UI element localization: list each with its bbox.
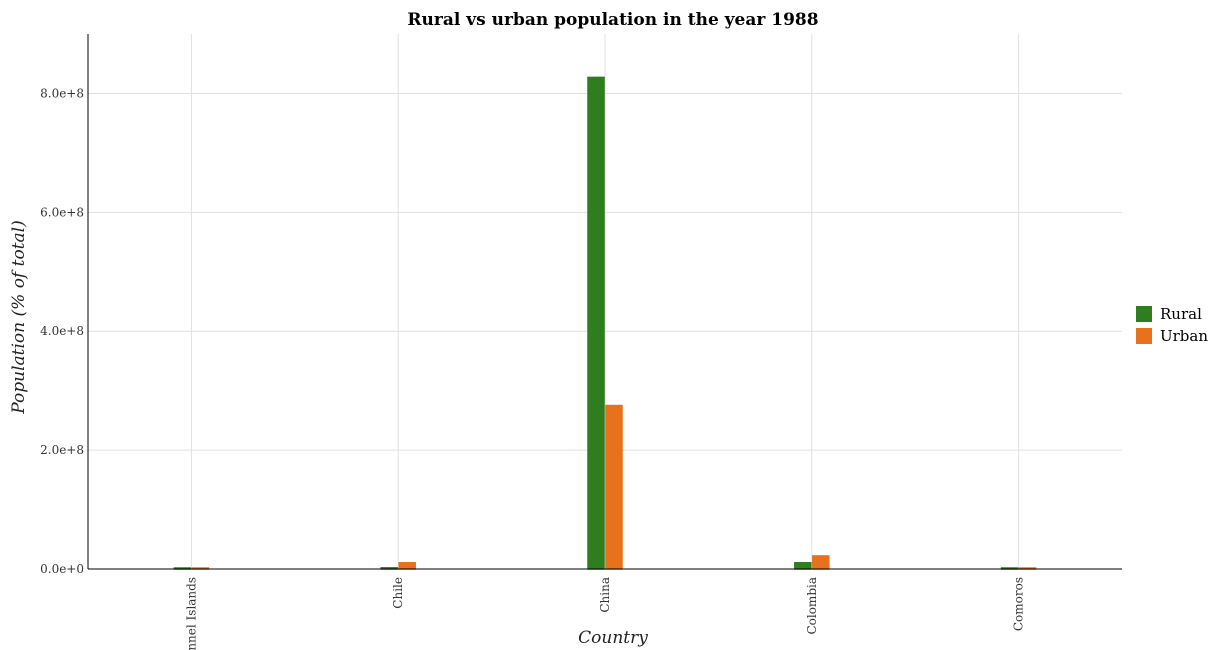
bar-urban <box>398 562 416 570</box>
bar-urban <box>605 404 623 570</box>
x-tick-label: Chile <box>391 577 405 609</box>
bar-rural <box>587 76 605 570</box>
x-tick-label: China <box>598 577 612 613</box>
y-tick-label: 4.0e+8 <box>40 324 84 338</box>
x-tick-label: Comoros <box>1012 577 1026 631</box>
y-tick-label: 0.0e+0 <box>40 562 84 576</box>
y-axis-label: Population (% of total) <box>9 220 29 414</box>
axes: 0.0e+0 2.0e+8 4.0e+8 6.0e+8 8.0e+8 Channel Is… <box>40 34 1122 650</box>
y-tick-label: 6.0e+8 <box>40 205 84 219</box>
x-tick-label: Channel Islands <box>184 577 198 650</box>
x-tick-label: Colombia <box>805 577 819 635</box>
grid <box>88 34 1122 570</box>
y-tick-label: 8.0e+8 <box>40 86 84 100</box>
legend: Rural Urban <box>1136 305 1208 345</box>
legend-swatch-rural <box>1136 306 1152 322</box>
legend-label-rural: Rural <box>1160 305 1202 323</box>
bar-rural <box>794 562 812 570</box>
legend-swatch-urban <box>1136 328 1152 344</box>
x-axis-label: Country <box>578 628 648 648</box>
legend-label-urban: Urban <box>1160 327 1208 345</box>
chart-title: Rural vs urban population in the year 19… <box>407 10 818 30</box>
y-tick-label: 2.0e+8 <box>40 443 84 457</box>
bar-urban <box>812 555 830 570</box>
